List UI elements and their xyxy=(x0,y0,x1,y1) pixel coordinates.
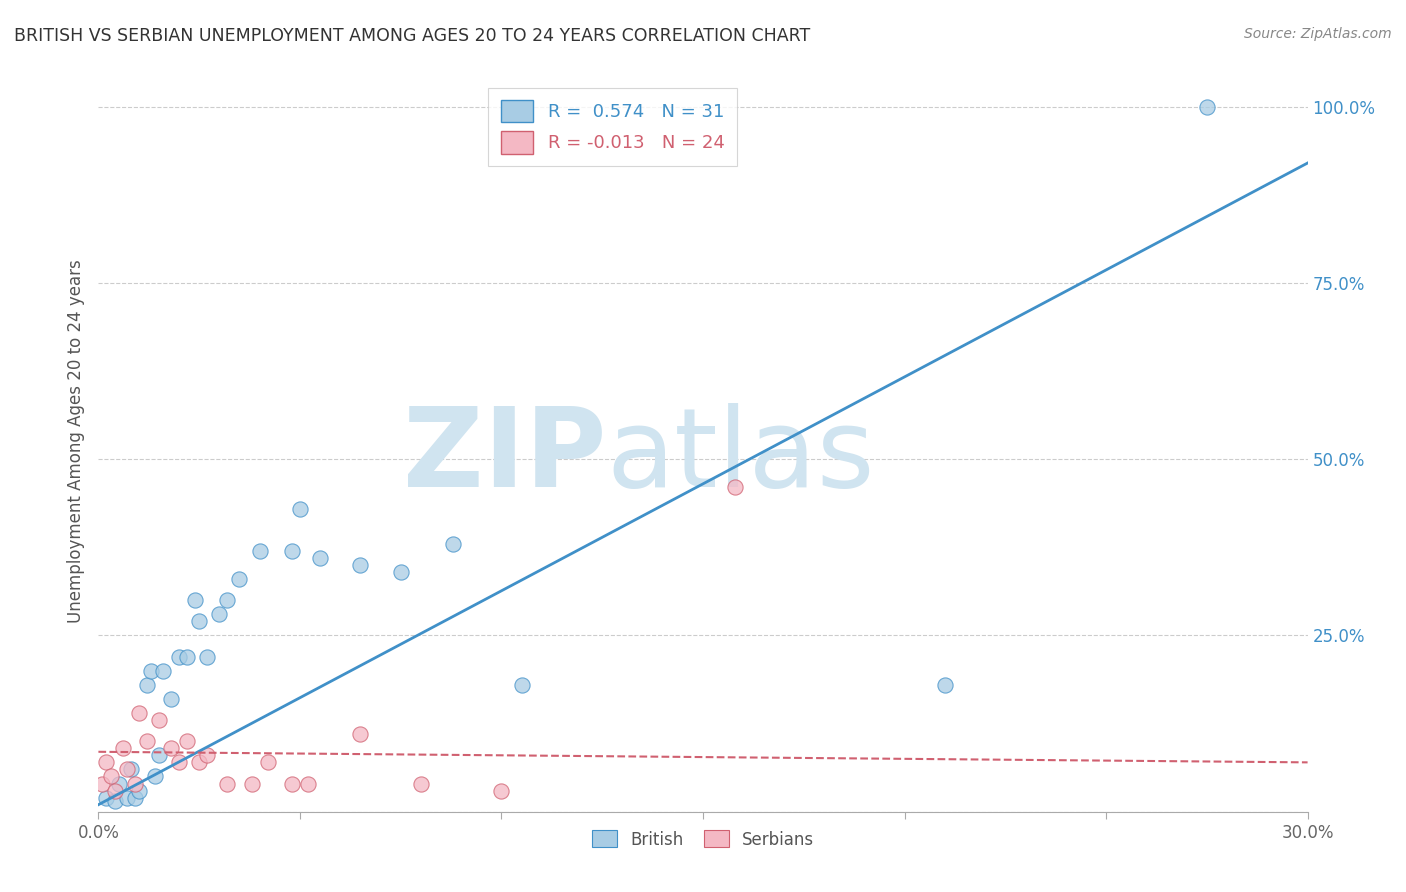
Point xyxy=(107,776,129,790)
Point xyxy=(510,678,533,692)
Point xyxy=(724,480,747,494)
Point xyxy=(491,783,513,797)
Point xyxy=(100,769,122,783)
Point xyxy=(128,706,150,720)
Point xyxy=(143,769,166,783)
Point xyxy=(96,790,118,805)
Point xyxy=(115,790,138,805)
Point xyxy=(309,550,332,565)
Point xyxy=(441,537,464,551)
Point xyxy=(1195,100,1218,114)
Point xyxy=(208,607,231,622)
Point xyxy=(195,748,218,763)
Point xyxy=(135,734,157,748)
Point xyxy=(148,748,170,763)
Point xyxy=(297,776,319,790)
Point xyxy=(389,565,412,579)
Point xyxy=(96,756,118,770)
Point xyxy=(128,783,150,797)
Point xyxy=(139,664,162,678)
Point xyxy=(176,734,198,748)
Point xyxy=(934,678,956,692)
Point xyxy=(103,794,125,808)
Point xyxy=(111,741,134,756)
Point xyxy=(195,649,218,664)
Point xyxy=(288,501,311,516)
Point xyxy=(167,756,190,770)
Point xyxy=(135,678,157,692)
Point xyxy=(188,756,211,770)
Point xyxy=(217,776,239,790)
Point xyxy=(115,763,138,777)
Point xyxy=(217,593,239,607)
Point xyxy=(409,776,432,790)
Text: ZIP: ZIP xyxy=(404,403,606,510)
Point xyxy=(249,544,271,558)
Point xyxy=(148,713,170,727)
Point xyxy=(188,615,211,629)
Point xyxy=(103,783,125,797)
Point xyxy=(91,776,114,790)
Legend: British, Serbians: British, Serbians xyxy=(585,823,821,855)
Point xyxy=(124,776,146,790)
Point xyxy=(256,756,278,770)
Text: Source: ZipAtlas.com: Source: ZipAtlas.com xyxy=(1244,27,1392,41)
Text: atlas: atlas xyxy=(606,403,875,510)
Point xyxy=(160,692,183,706)
Point xyxy=(184,593,207,607)
Point xyxy=(167,649,190,664)
Point xyxy=(349,727,371,741)
Point xyxy=(281,544,304,558)
Point xyxy=(240,776,263,790)
Point xyxy=(120,763,142,777)
Point xyxy=(281,776,304,790)
Y-axis label: Unemployment Among Ages 20 to 24 years: Unemployment Among Ages 20 to 24 years xyxy=(66,260,84,624)
Point xyxy=(124,790,146,805)
Point xyxy=(349,558,371,572)
Point xyxy=(228,572,250,586)
Point xyxy=(176,649,198,664)
Text: BRITISH VS SERBIAN UNEMPLOYMENT AMONG AGES 20 TO 24 YEARS CORRELATION CHART: BRITISH VS SERBIAN UNEMPLOYMENT AMONG AG… xyxy=(14,27,810,45)
Point xyxy=(160,741,183,756)
Point xyxy=(152,664,174,678)
